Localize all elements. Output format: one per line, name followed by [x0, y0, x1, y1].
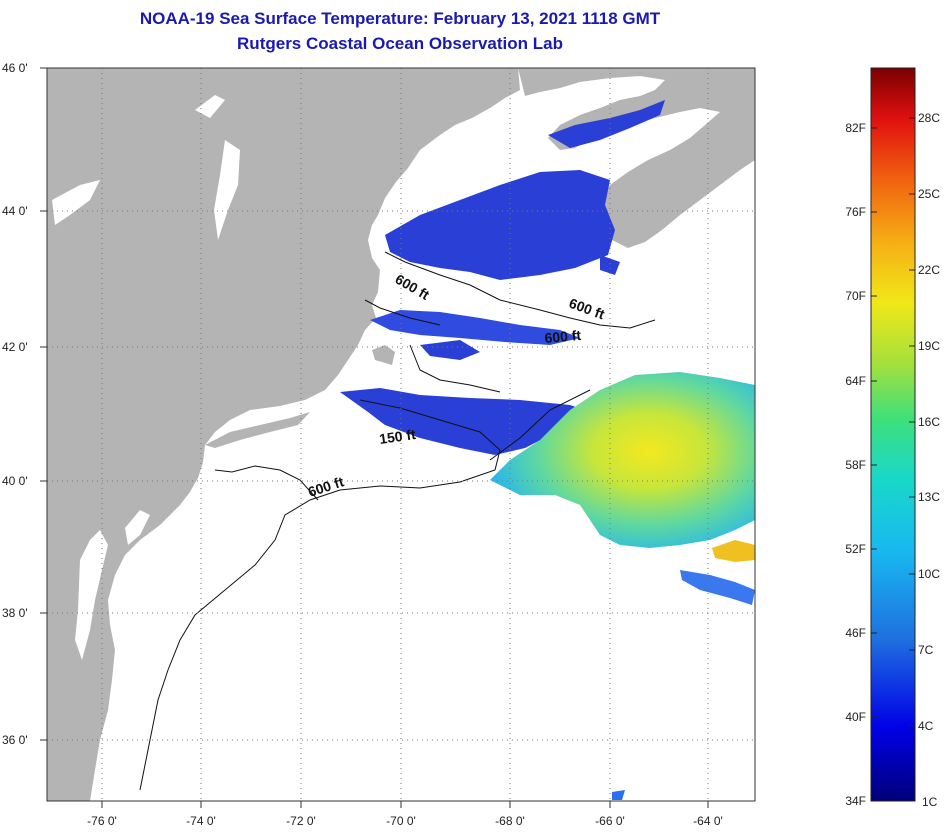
colorbar-f-label: 46F — [845, 626, 866, 640]
sst-cold-water — [340, 100, 665, 455]
colorbar-c-label: 16C — [918, 415, 940, 429]
colorbar-f-label: 58F — [845, 458, 866, 472]
land-long-island — [205, 412, 310, 448]
colorbar-ticks — [871, 117, 915, 727]
land-cape-cod — [372, 345, 395, 365]
colorbar-c-label: 28C — [918, 111, 940, 125]
colorbar-f-label: 52F — [845, 542, 866, 556]
lat-label: 38 0' — [2, 606, 28, 620]
lon-label: -64 0' — [693, 814, 723, 828]
lat-label: 46 0' — [2, 61, 28, 75]
sst-warm-core — [712, 540, 755, 562]
colorbar — [870, 67, 916, 802]
map-subtitle: Rutgers Coastal Ocean Observation Lab — [237, 34, 563, 53]
contour-label: 150 ft — [378, 426, 417, 447]
delaware-bay — [125, 510, 150, 545]
colorbar-c-label: 4C — [918, 719, 934, 733]
colorbar-c-label: 25C — [918, 187, 940, 201]
colorbar-f-label: 64F — [845, 374, 866, 388]
lat-label: 40 0' — [2, 474, 28, 488]
contour-label: 600 ft — [544, 327, 582, 346]
colorbar-c-label: 22C — [918, 263, 940, 277]
colorbar-c-label: 19C — [918, 339, 940, 353]
colorbar-f-label: 40F — [845, 710, 866, 724]
colorbar-c-label: 1C — [922, 795, 938, 809]
colorbar-f-label: 76F — [845, 205, 866, 219]
graticule — [47, 68, 755, 801]
lat-label: 42 0' — [2, 340, 28, 354]
colorbar-f-label: 82F — [845, 121, 866, 135]
lon-label: -66 0' — [595, 814, 625, 828]
axis-ticks — [40, 67, 709, 808]
lake — [52, 180, 100, 225]
lat-label: 44 0' — [2, 204, 28, 218]
lon-label: -72 0' — [286, 814, 316, 828]
bathymetry-contours — [139, 251, 656, 791]
lon-label: -76 0' — [87, 814, 117, 828]
sst-gulf-stream — [490, 372, 755, 548]
land-canada — [518, 68, 755, 248]
colorbar-f-label: 34F — [845, 794, 866, 808]
chesapeake-bay — [75, 530, 108, 660]
colorbar-c-label: 13C — [918, 490, 940, 504]
colorbar-c-label: 10C — [918, 567, 940, 581]
land-us — [47, 68, 520, 801]
sst-cool-band — [680, 570, 755, 605]
lake — [195, 95, 225, 118]
lon-label: -70 0' — [386, 814, 416, 828]
sst-patch — [612, 790, 625, 800]
lake — [214, 140, 240, 240]
lon-label: -74 0' — [186, 814, 216, 828]
colorbar-c-label: 7C — [918, 643, 934, 657]
lon-label: -68 0' — [495, 814, 525, 828]
lat-label: 36 0' — [2, 733, 28, 747]
colorbar-f-label: 70F — [845, 289, 866, 303]
map-title: NOAA-19 Sea Surface Temperature: Februar… — [139, 9, 661, 28]
